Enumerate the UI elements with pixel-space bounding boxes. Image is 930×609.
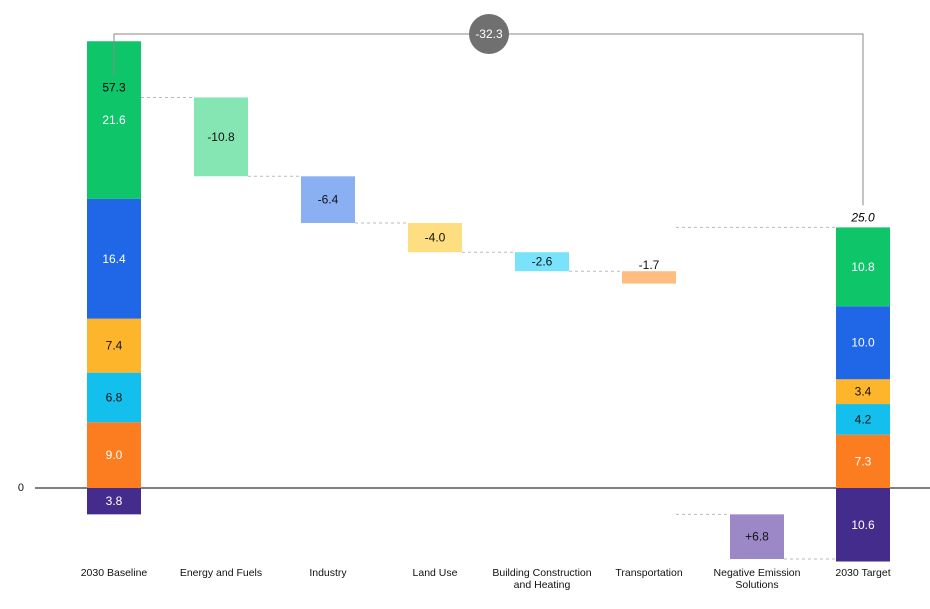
category-label-line: 2030 Baseline xyxy=(81,567,148,579)
category-label: Negative Emission Solutions xyxy=(714,567,801,591)
category-label-line: and Heating xyxy=(514,579,571,591)
total-change-badge xyxy=(469,14,509,54)
baseline-segment-bar xyxy=(87,488,141,515)
target-segment-label: 7.3 xyxy=(855,454,872,468)
target-segment-label: 3.4 xyxy=(855,385,872,399)
change-label: -1.7 xyxy=(639,258,660,272)
target-segment-bar xyxy=(836,306,890,380)
baseline-segment-bar xyxy=(87,318,141,373)
target-segment-bar xyxy=(836,227,890,307)
change-label: -4.0 xyxy=(425,231,446,245)
baseline-segment-label: 21.6 xyxy=(102,113,126,127)
category-label-line: Energy and Fuels xyxy=(180,567,262,579)
category-label: Industry xyxy=(309,567,347,579)
baseline-segment-label: 9.0 xyxy=(106,448,123,462)
category-label: Building Construction and Heating xyxy=(492,567,591,591)
baseline-total-label: 57.3 xyxy=(102,80,126,94)
baseline-segment-label: 7.4 xyxy=(106,339,123,353)
y-tick-label-0: 0 xyxy=(18,482,24,494)
target-segment-label: 10.8 xyxy=(851,260,875,274)
target-segment-bar xyxy=(836,434,890,488)
change-bar xyxy=(194,97,248,177)
category-label: 2030 Target xyxy=(835,567,890,579)
category-label: Energy and Fuels xyxy=(180,567,262,579)
target-total-label: 25.0 xyxy=(850,210,875,224)
category-label-line: Negative Emission xyxy=(714,567,801,579)
change-label: +6.8 xyxy=(745,530,769,544)
change-bar xyxy=(622,271,676,284)
target-segment-label: 10.0 xyxy=(851,336,875,350)
change-bar xyxy=(515,252,569,272)
baseline-segment-bar xyxy=(87,422,141,488)
change-label: -10.8 xyxy=(207,130,235,144)
target-segment-bar xyxy=(836,488,890,562)
change-bar xyxy=(408,223,462,253)
category-label: Transportation xyxy=(615,567,682,579)
baseline-segment-label: 6.8 xyxy=(106,390,123,404)
category-label-line: Building Construction xyxy=(492,567,591,579)
category-label-line: Industry xyxy=(309,567,347,579)
baseline-segment-label: 3.8 xyxy=(106,494,123,508)
change-bar xyxy=(730,514,784,560)
category-label: Land Use xyxy=(413,567,458,579)
target-segment-label: 10.6 xyxy=(851,518,875,532)
change-label: -6.4 xyxy=(318,193,339,207)
target-segment-label: 4.2 xyxy=(855,412,872,426)
total-change-label: -32.3 xyxy=(475,27,503,41)
category-label-line: Land Use xyxy=(413,567,458,579)
category-label: 2030 Baseline xyxy=(81,567,148,579)
category-label-line: Transportation xyxy=(615,567,682,579)
baseline-segment-bar xyxy=(87,372,141,423)
target-segment-bar xyxy=(836,379,890,405)
baseline-segment-label: 16.4 xyxy=(102,252,126,266)
target-segment-bar xyxy=(836,404,890,435)
change-label: -2.6 xyxy=(532,255,553,269)
category-label-line: 2030 Target xyxy=(835,567,890,579)
category-label-line: Solutions xyxy=(735,579,778,591)
baseline-segment-bar xyxy=(87,198,141,319)
change-bar xyxy=(301,176,355,224)
